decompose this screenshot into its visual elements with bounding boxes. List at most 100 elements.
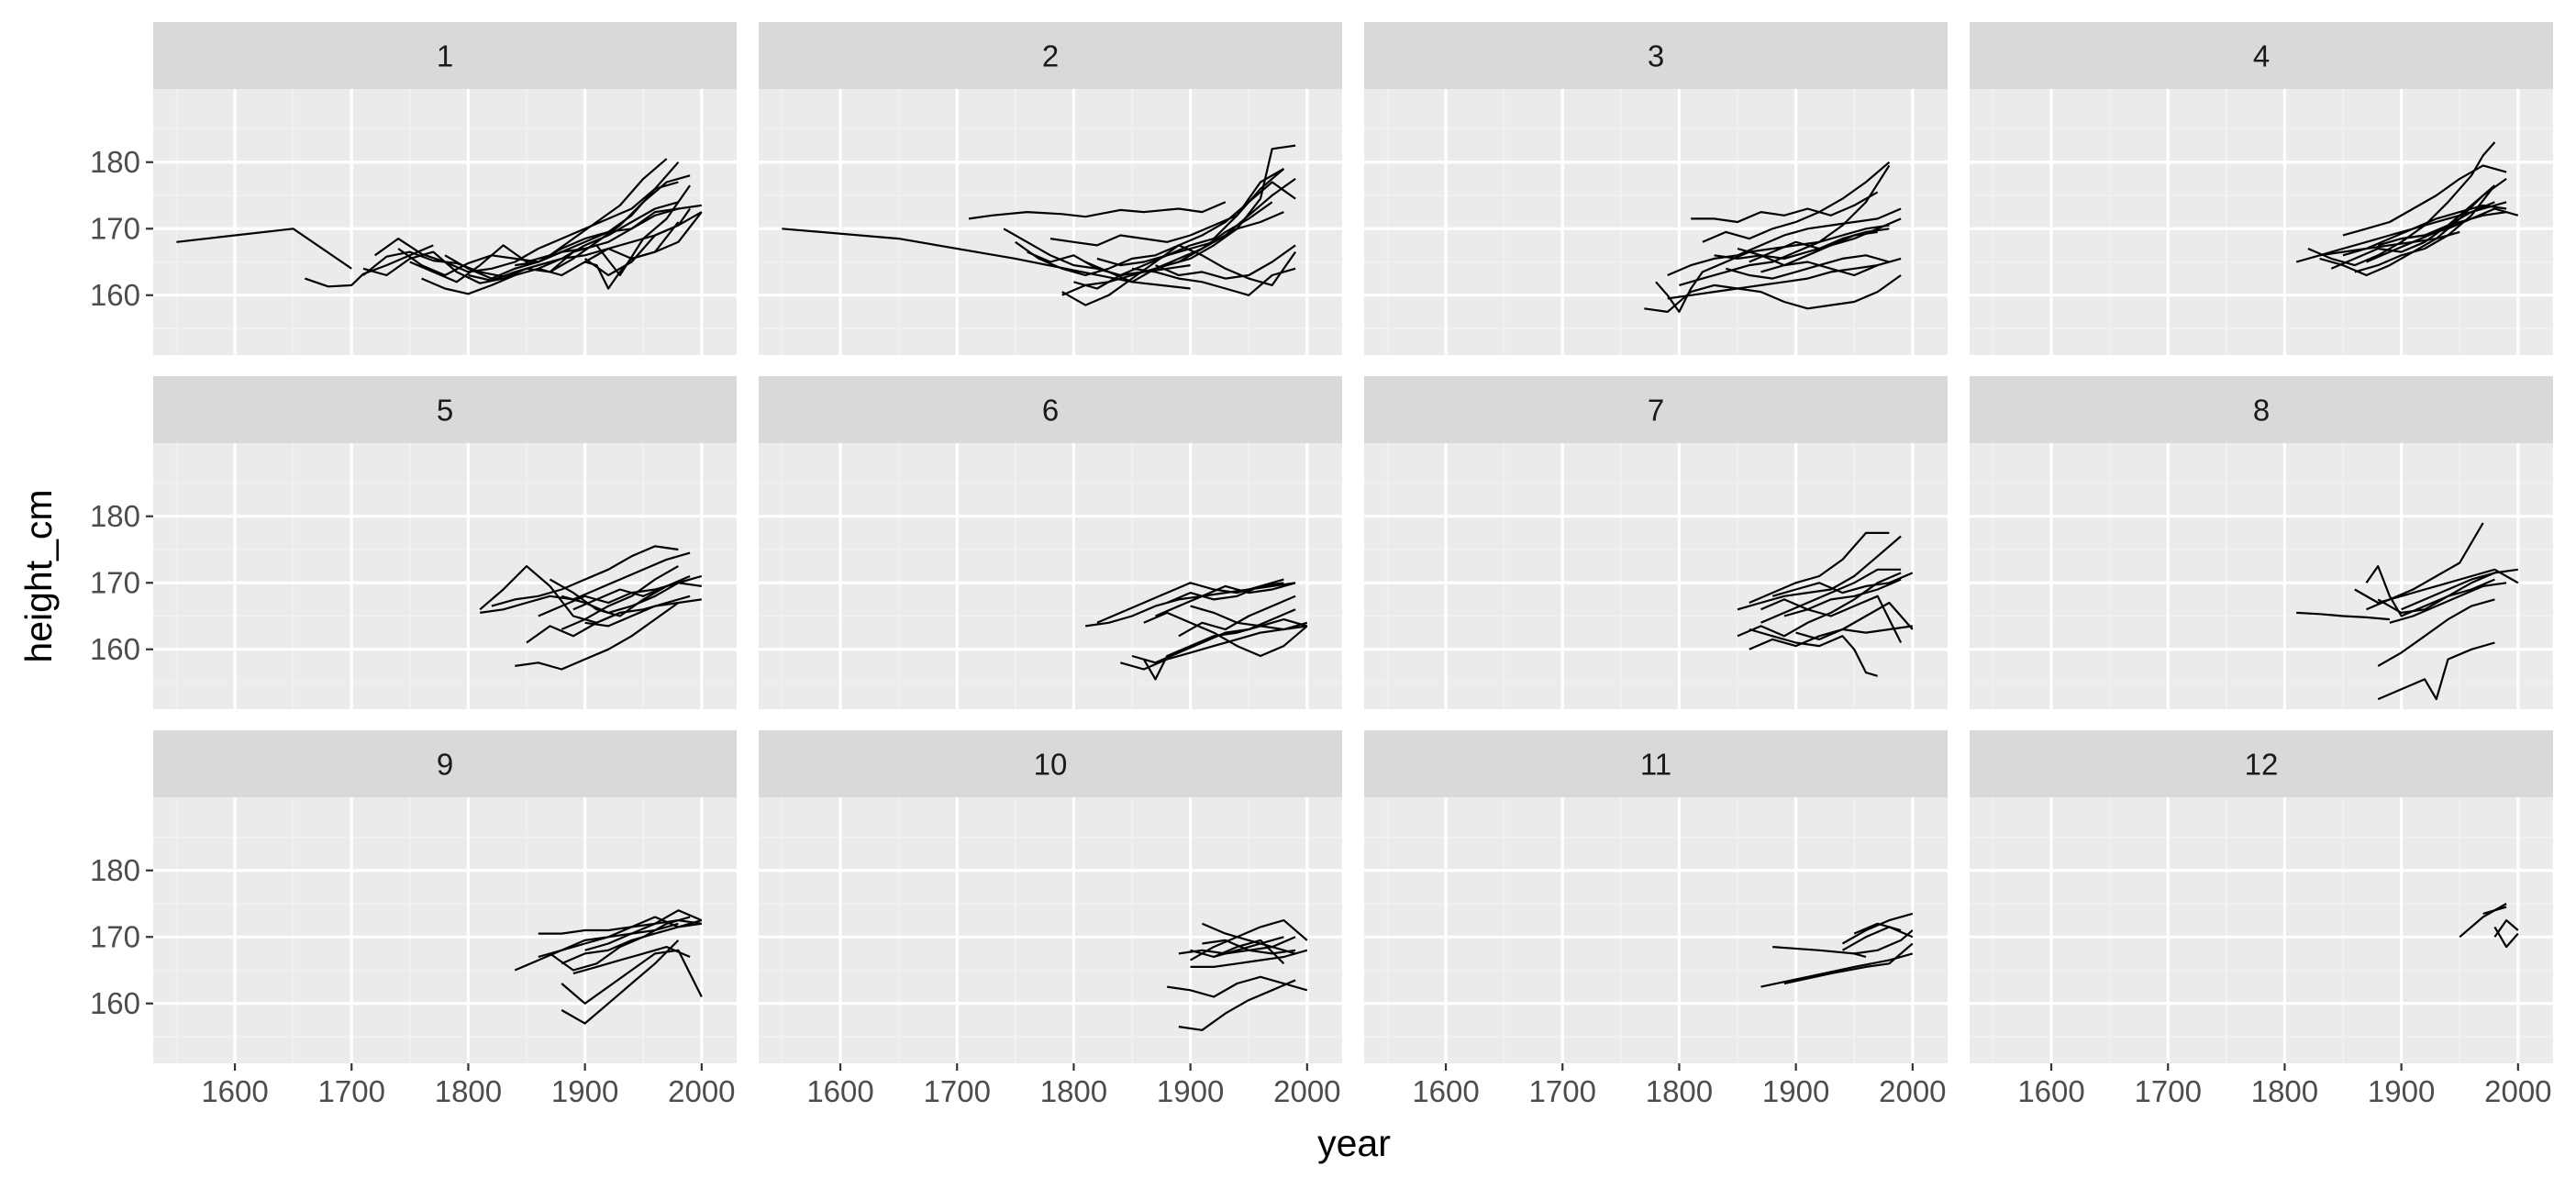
facet-strip <box>153 376 737 443</box>
series-line <box>1771 572 1914 597</box>
facet-strip-label: 1 <box>437 39 453 73</box>
series-line <box>2366 522 2484 611</box>
facet-strip <box>759 22 1342 89</box>
y-tick-label: 160 <box>90 278 140 312</box>
facet-strip-label: 4 <box>2253 39 2270 73</box>
series-line <box>561 565 679 631</box>
series-line <box>561 582 702 615</box>
y-tick-label: 180 <box>90 499 140 533</box>
series-line <box>1772 946 1867 959</box>
facet-strip <box>153 730 737 797</box>
facet-strip <box>1364 22 1948 89</box>
series-line <box>1749 228 1890 263</box>
series-line <box>2354 184 2496 273</box>
series-line <box>561 949 703 1005</box>
series-line <box>480 551 691 614</box>
x-tick-label: 1900 <box>1762 1074 1829 1108</box>
series-line <box>2401 207 2519 240</box>
panel-background <box>759 797 1342 1063</box>
series-line <box>549 916 691 972</box>
x-tick-label: 1800 <box>435 1074 502 1108</box>
facet-panel-3: 3 <box>1364 22 1948 355</box>
panel-background <box>1364 443 1948 709</box>
facet-strip <box>759 730 1342 797</box>
x-tick-label: 1800 <box>1646 1074 1713 1108</box>
series-line <box>1749 531 1890 605</box>
facet-panel-9: 9 160 170 180 1600 1700 1800 1900 2000 <box>90 730 737 1108</box>
panel-background <box>1970 797 2553 1063</box>
x-tick-label: 1800 <box>2251 1074 2318 1108</box>
facet-strip-label: 7 <box>1648 394 1664 428</box>
series-line <box>561 939 680 1025</box>
series-line <box>515 204 702 267</box>
x-tick-label: 1600 <box>1412 1074 1479 1108</box>
facet-panel-10: 10 1600 1700 1800 1900 2000 <box>759 730 1342 1108</box>
series-line <box>1783 578 1902 617</box>
series-line <box>1131 608 1296 664</box>
x-tick-label: 2000 <box>2484 1074 2551 1108</box>
facet-strip <box>1364 730 1948 797</box>
facet-strip-label: 3 <box>1648 39 1664 73</box>
x-tick-label: 1900 <box>2368 1074 2435 1108</box>
y-tick-label: 170 <box>90 565 140 599</box>
series-line <box>1726 254 1890 280</box>
series-line <box>561 919 703 965</box>
series-line <box>1667 264 1878 300</box>
series-line <box>1073 144 1296 290</box>
series-line <box>1190 918 1308 961</box>
series-line <box>1096 211 1284 267</box>
series-line <box>2401 572 2495 611</box>
series-line <box>2493 926 2519 949</box>
facet-strip-label: 9 <box>437 748 453 782</box>
series-line <box>1679 164 1891 286</box>
panel-background <box>1970 443 2553 709</box>
y-tick-label: 170 <box>90 211 140 245</box>
x-tick-label: 1900 <box>1157 1074 1224 1108</box>
x-tick-label: 1700 <box>2135 1074 2202 1108</box>
series-line <box>1667 207 1902 277</box>
series-line <box>968 201 1227 220</box>
series-line <box>1167 975 1308 998</box>
series-line <box>2307 141 2496 267</box>
facet-strip <box>759 376 1342 443</box>
series-line <box>2377 641 2495 701</box>
series-line <box>1003 228 1191 277</box>
facet-strip-label: 5 <box>437 394 453 428</box>
y-tick-label: 180 <box>90 853 140 887</box>
series-line <box>1737 535 1902 611</box>
facet-strip-label: 10 <box>1034 748 1068 782</box>
series-line <box>1155 244 1296 280</box>
series-line <box>1178 979 1296 1031</box>
series-line <box>2330 184 2496 270</box>
series-line <box>584 909 703 951</box>
panel-background <box>759 443 1342 709</box>
facet-panel-8: 8 <box>1970 376 2553 709</box>
y-tick-label: 180 <box>90 145 140 179</box>
series-line <box>583 207 692 277</box>
facet-strip-label: 12 <box>2245 748 2279 782</box>
series-line <box>2319 230 2460 257</box>
facet-panel-1: 1 160 170 180 <box>90 22 737 355</box>
series-line <box>584 598 702 628</box>
y-tick-label: 160 <box>90 632 140 666</box>
series-line <box>1202 939 1296 955</box>
series-line <box>572 945 691 975</box>
series-line <box>1760 568 1902 624</box>
x-tick-label: 1600 <box>2017 1074 2084 1108</box>
series-line <box>409 158 668 283</box>
series-line <box>1841 912 1914 945</box>
series-line <box>1190 949 1308 969</box>
facet-strip-label: 2 <box>1042 39 1059 73</box>
facet-strip-label: 11 <box>1640 748 1671 782</box>
series-line <box>1760 230 1878 273</box>
series-line <box>1061 244 1297 306</box>
series-line <box>1760 594 1903 643</box>
facet-strip <box>1970 730 2553 797</box>
series-line <box>1190 605 1307 631</box>
facet-strip-label: 6 <box>1042 394 1059 428</box>
series-line <box>1166 578 1284 605</box>
series-line <box>2342 164 2507 237</box>
series-line <box>1143 611 1308 658</box>
facet-panel-11: 11 1600 1700 1800 1900 2000 <box>1364 730 1948 1108</box>
series-line <box>1749 628 1879 677</box>
